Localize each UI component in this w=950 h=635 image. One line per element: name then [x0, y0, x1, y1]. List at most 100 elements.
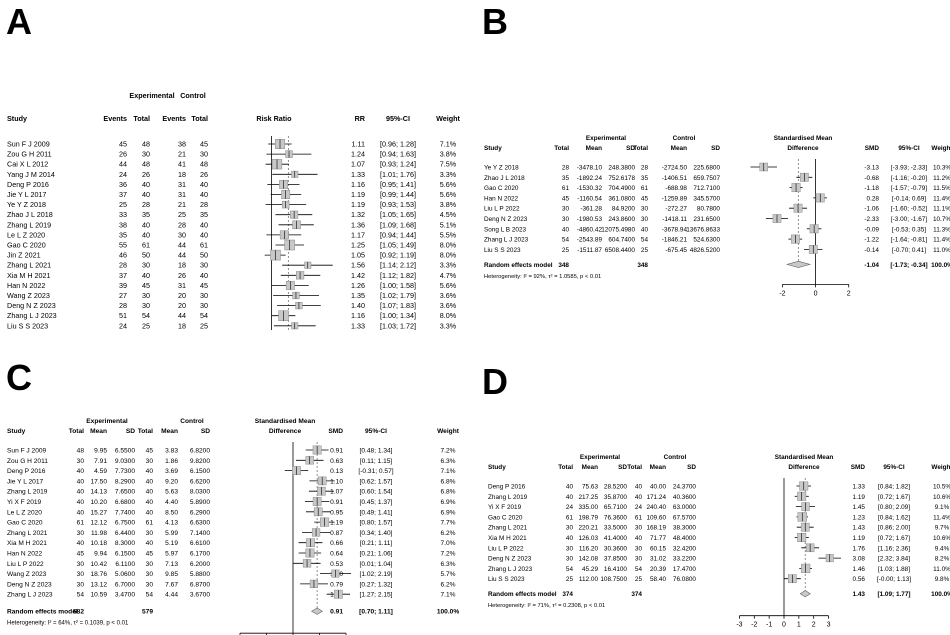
ctrl-mean: 20.39 — [650, 566, 666, 573]
ctrl-mean: 240.40 — [646, 504, 666, 511]
ctrl-total: 30 — [641, 206, 649, 213]
ctrl-total: 61 — [641, 185, 649, 192]
header-ctrl-sd: SD — [687, 464, 696, 471]
exp-total: 30 — [562, 206, 570, 213]
study-weight: 5.6% — [440, 281, 457, 290]
study-name: Gao C 2020 — [488, 514, 523, 521]
ctrl-sd: 6.1700 — [190, 551, 211, 558]
ctrl-sd: 9.8200 — [190, 458, 211, 465]
pooled-exp-total: 582 — [73, 609, 84, 616]
pooled-diamond — [310, 607, 324, 615]
confidence-interval: [2.32; 3.84] — [878, 556, 910, 563]
exp-total: 40 — [142, 220, 150, 229]
effect-estimate: 1.19 — [351, 200, 365, 209]
exp-total: 54 — [77, 592, 85, 599]
ctrl-total: 40 — [200, 190, 208, 199]
exp-sd: 361.0800 — [608, 195, 635, 202]
ctrl-mean: 3.69 — [165, 468, 178, 475]
effect-estimate: 1.42 — [351, 271, 365, 280]
study-name: Song L B 2023 — [484, 226, 526, 233]
study-name: Zhang L 2021 — [7, 530, 48, 537]
exp-mean: 10.42 — [90, 561, 107, 568]
ctrl-mean: 5.97 — [165, 551, 178, 558]
exp-total: 40 — [77, 509, 85, 516]
effect-estimate: -3.13 — [864, 165, 879, 172]
effect-estimate: 1.56 — [351, 261, 365, 270]
study-weight: 6.9% — [440, 509, 455, 516]
pooled-ctrl-total: 348 — [637, 262, 648, 269]
exp-mean: 335.00 — [578, 504, 598, 511]
ctrl-total: 35 — [200, 210, 208, 219]
confidence-interval: [1.16; 2.36] — [878, 545, 910, 552]
ctrl-events: 18 — [178, 170, 186, 179]
ctrl-sd: 659.7507 — [693, 175, 720, 182]
study-name: Liu L P 2022 — [484, 206, 520, 213]
effect-estimate: 0.63 — [330, 458, 343, 465]
ctrl-events: 44 — [178, 311, 186, 320]
ctrl-mean: -1259.89 — [662, 195, 688, 202]
study-weight: 5.6% — [440, 180, 457, 189]
effect-estimate: 0.13 — [330, 468, 343, 475]
study-name: Liu L P 2022 — [488, 545, 524, 552]
confidence-interval: [0.94; 1.63] — [380, 150, 416, 159]
exp-mean: 112.00 — [579, 576, 599, 583]
ctrl-total: 61 — [146, 520, 154, 527]
study-name: Sun F J 2009 — [7, 448, 47, 455]
ctrl-total: 30 — [200, 291, 208, 300]
ctrl-events: 20 — [178, 291, 186, 300]
forest-plot-d: D Experimental Control Study Total Mean SD Tot… — [476, 330, 950, 635]
study-name: Wang Z 2023 — [7, 291, 50, 300]
header-ctrl-total: Total — [627, 464, 642, 471]
study-weight: 11.4% — [933, 514, 950, 521]
ctrl-total: 30 — [200, 150, 208, 159]
study-name: Wang Z 2023 — [7, 571, 47, 578]
pooled-ctrl-total: 374 — [631, 591, 642, 598]
exp-total: 35 — [142, 210, 150, 219]
study-weight: 7.0% — [440, 540, 455, 547]
effect-estimate: 0.28 — [867, 195, 880, 202]
exp-total: 30 — [566, 525, 574, 532]
ctrl-mean: 4.13 — [165, 520, 178, 527]
exp-mean: 116.20 — [579, 545, 599, 552]
effect-estimate: 0.64 — [330, 551, 343, 558]
effect-estimate: 1.11 — [352, 140, 365, 149]
ctrl-total: 54 — [641, 237, 649, 244]
header-ctrl-total: Total — [633, 145, 648, 152]
pooled-weight: 100.0% — [931, 262, 950, 269]
effect-estimate: 1.19 — [351, 190, 365, 199]
ctrl-total: 61 — [635, 514, 643, 521]
study-name: Jie Y L 2017 — [7, 190, 46, 199]
study-weight: 3.8% — [440, 150, 457, 159]
study-weight: 3.6% — [440, 291, 457, 300]
ctrl-total: 30 — [146, 581, 154, 588]
study-weight: 10.6% — [933, 494, 950, 501]
confidence-interval: [0.93; 1.24] — [380, 160, 416, 169]
exp-sd: 16.4100 — [604, 566, 628, 573]
exp-total: 25 — [142, 321, 150, 330]
study-name: Liu S S 2023 — [488, 576, 525, 583]
effect-estimate: 0.91 — [330, 448, 343, 455]
effect-estimate: -1.18 — [864, 185, 879, 192]
panel-label-b: B — [482, 1, 508, 42]
ctrl-total: 40 — [635, 535, 643, 542]
ctrl-sd: 5.8900 — [190, 499, 211, 506]
confidence-interval: [1.12; 1.82] — [380, 271, 416, 280]
effect-estimate: 1.76 — [853, 545, 866, 552]
study-weight: 7.7% — [440, 520, 455, 527]
study-name: Le L Z 2020 — [7, 230, 45, 239]
exp-total: 54 — [562, 237, 570, 244]
effect-estimate: -1.22 — [864, 237, 879, 244]
ctrl-sd: 3.6700 — [190, 592, 211, 599]
pooled-model-label: Random effects model — [7, 609, 78, 616]
exp-events: 28 — [119, 301, 127, 310]
exp-total: 50 — [142, 251, 150, 260]
ctrl-mean: 5.99 — [165, 530, 178, 537]
study-weight: 11.0% — [933, 247, 950, 254]
header-ctrl-mean: Mean — [671, 145, 687, 152]
ctrl-total: 45 — [641, 195, 649, 202]
exp-total: 48 — [77, 448, 85, 455]
ctrl-total: 24 — [635, 504, 643, 511]
exp-events: 44 — [119, 160, 127, 169]
ctrl-events: 31 — [178, 281, 186, 290]
